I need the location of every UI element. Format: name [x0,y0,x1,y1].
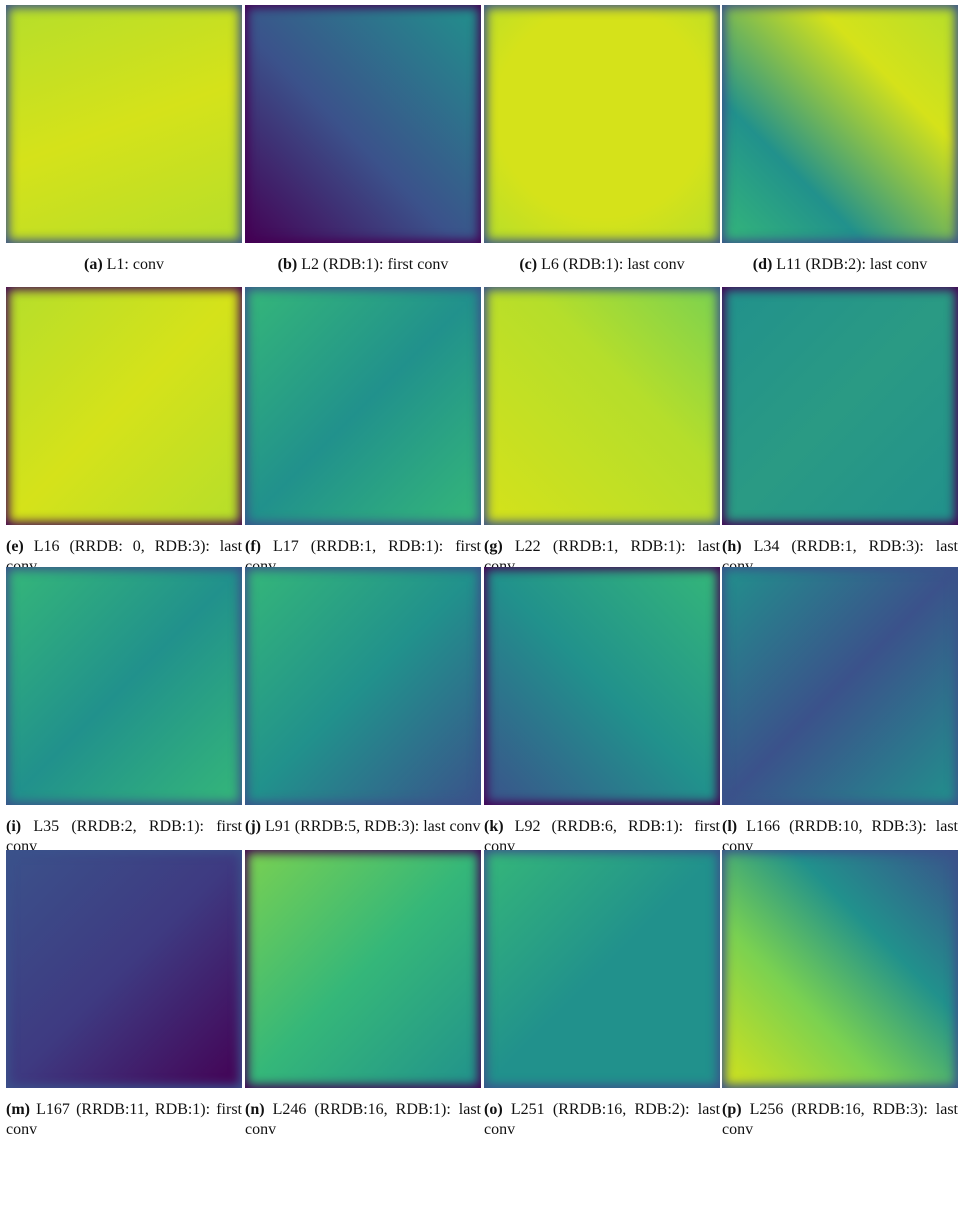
caption: (o) L251 (RRDB:16, RDB:2): last conv [484,1100,720,1140]
subfigure-label: (l) [722,818,738,835]
subfigure-label: (e) [6,538,24,555]
feature-map [6,5,242,243]
feature-map [245,5,481,243]
caption: (b) L2 (RDB:1): first conv [245,255,481,275]
subfigure-label: (f) [245,538,261,555]
caption: (c) L6 (RDB:1): last conv [484,255,720,275]
subfigure-label: (g) [484,538,503,555]
feature-map [245,567,481,805]
subfigure-label: (n) [245,1101,265,1118]
feature-map [6,850,242,1088]
caption-text: L6 (RDB:1): last conv [541,256,685,273]
caption-text: L2 (RDB:1): first conv [301,256,449,273]
subfigure-label: (j) [245,818,261,835]
caption-text: L1: conv [106,256,164,273]
caption-text: L246 (RRDB:16, RDB:1): last conv [245,1101,482,1138]
caption: (g) L22 (RRDB:1, RDB:1): last conv [484,537,720,577]
subfigure-label: (d) [752,256,773,273]
feature-map [484,287,720,525]
feature-map [6,287,242,525]
feature-map [722,287,958,525]
caption-text: L167 (RRDB:11, RDB:1): first conv [6,1101,242,1138]
caption: (j) L91 (RRDB:5, RDB:3): last conv [245,817,481,837]
caption-text: L251 (RRDB:16, RDB:2): last conv [484,1101,721,1138]
feature-map [722,567,958,805]
caption: (a) L1: conv [6,255,242,275]
feature-map [484,5,720,243]
caption: (p) L256 (RRDB:16, RDB:3): last conv [722,1100,958,1140]
feature-map [722,5,958,243]
feature-map [245,850,481,1088]
subfigure-label: (k) [484,818,504,835]
subfigure-label: (a) [84,256,103,273]
feature-map [245,287,481,525]
caption: (m) L167 (RRDB:11, RDB:1): first conv [6,1100,242,1140]
subfigure-label: (c) [519,256,538,273]
subfigure-label: (o) [484,1101,503,1118]
subfigure-label: (p) [722,1101,742,1118]
feature-map [722,850,958,1088]
subfigure-label: (b) [277,256,298,273]
caption-text: L91 (RRDB:5, RDB:3): last conv [264,818,481,835]
subfigure-label: (i) [6,818,22,835]
caption: (d) L11 (RDB:2): last conv [722,255,958,275]
feature-map [484,850,720,1088]
subfigure-label: (m) [6,1101,30,1118]
caption-text: L11 (RDB:2): last conv [776,256,928,273]
caption-text: L256 (RRDB:16, RDB:3): last conv [722,1101,959,1138]
feature-map [6,567,242,805]
feature-map [484,567,720,805]
caption: (n) L246 (RRDB:16, RDB:1): last conv [245,1100,481,1140]
subfigure-label: (h) [722,538,742,555]
